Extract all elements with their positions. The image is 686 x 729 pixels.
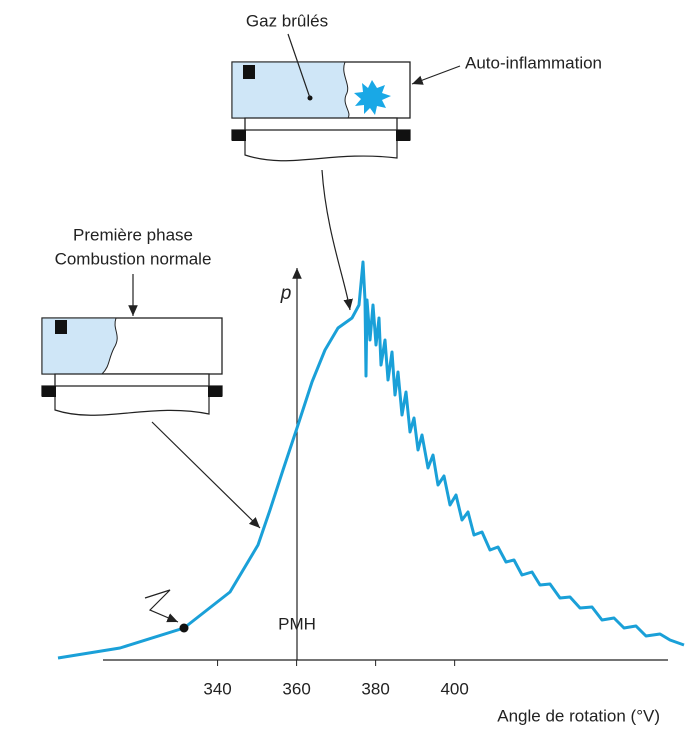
phase-label-2: Combustion normale bbox=[55, 249, 212, 268]
x-tick-label: 380 bbox=[361, 679, 389, 698]
leader bbox=[321, 169, 353, 311]
leader bbox=[411, 65, 461, 85]
leader bbox=[151, 421, 261, 529]
spark-symbol bbox=[144, 589, 179, 623]
x-tick-label: 340 bbox=[203, 679, 231, 698]
knock-cylinder bbox=[231, 61, 411, 162]
tick-group: 340 360 380 400 bbox=[203, 660, 469, 698]
leader bbox=[287, 33, 311, 99]
tdc-label: PMH bbox=[278, 614, 316, 633]
phase-label-1: Première phase bbox=[73, 225, 193, 244]
burnt-gas-label: Gaz brûlés bbox=[246, 11, 328, 30]
x-tick-label: 400 bbox=[440, 679, 468, 698]
spark-point bbox=[179, 623, 189, 633]
pressure-curve bbox=[57, 260, 685, 660]
y-axis-label: p bbox=[280, 283, 292, 304]
x-axis-title: Angle de rotation (°V) bbox=[497, 706, 660, 725]
autoignition-label: Auto-inflammation bbox=[465, 53, 602, 72]
normal-cylinder bbox=[41, 317, 223, 416]
x-tick-label: 360 bbox=[282, 679, 310, 698]
